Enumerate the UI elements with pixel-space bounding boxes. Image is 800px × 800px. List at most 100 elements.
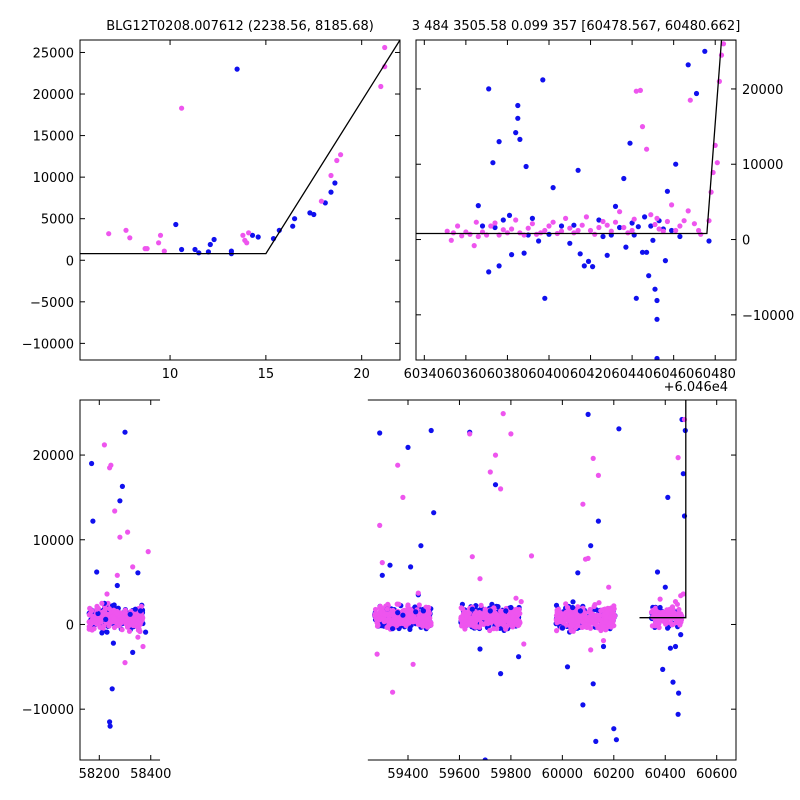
data-point-pink xyxy=(161,248,167,254)
data-point-blue xyxy=(662,258,669,264)
data-point-blue xyxy=(508,604,514,611)
data-point-pink xyxy=(558,228,565,234)
data-point-pink xyxy=(575,622,581,629)
data-point-pink xyxy=(617,209,623,215)
data-point-blue xyxy=(678,632,684,638)
axes-frame xyxy=(415,39,737,361)
data-point-pink xyxy=(144,246,150,252)
data-point-pink xyxy=(559,612,566,618)
data-point-pink xyxy=(374,611,380,617)
data-point-pink xyxy=(656,615,662,622)
data-point-pink xyxy=(101,442,107,448)
data-point-pink xyxy=(477,576,483,582)
data-point-pink xyxy=(395,462,401,468)
data-point-blue xyxy=(90,518,96,524)
data-point-pink xyxy=(403,618,409,624)
data-point-pink xyxy=(676,606,682,613)
data-point-blue xyxy=(509,252,515,258)
data-point-pink xyxy=(604,609,611,616)
data-point-blue xyxy=(590,264,596,270)
data-point-blue xyxy=(612,203,619,209)
data-point-pink xyxy=(140,643,146,650)
data-point-blue xyxy=(550,185,556,191)
data-point-pink xyxy=(589,617,595,623)
data-point-blue xyxy=(677,233,683,240)
x-tick-label: 59800 xyxy=(490,767,531,782)
data-point-pink xyxy=(580,619,586,626)
data-point-pink xyxy=(579,222,585,228)
data-point-blue xyxy=(542,295,548,301)
data-point-pink xyxy=(473,219,479,225)
data-point-pink xyxy=(481,621,487,628)
data-point-blue xyxy=(322,200,328,206)
data-point-pink xyxy=(556,619,563,625)
data-point-pink xyxy=(563,622,569,628)
data-point-blue xyxy=(650,237,656,243)
data-point-blue xyxy=(506,212,513,218)
data-point-pink xyxy=(99,600,105,606)
x-tick-label: 20 xyxy=(353,367,370,382)
data-point-pink xyxy=(570,617,576,623)
data-point-blue xyxy=(492,224,498,231)
data-point-pink xyxy=(388,620,394,626)
x-tick-label: 59400 xyxy=(387,767,428,782)
data-point-blue xyxy=(657,604,663,611)
data-point-pink xyxy=(593,622,599,628)
panel-bottom: 58200 58400 59400 59600 59800 60000 60200 60400… xyxy=(22,398,737,782)
data-point-blue xyxy=(408,564,414,570)
data-point-blue xyxy=(639,249,646,255)
data-point-blue xyxy=(487,608,493,614)
data-point-pink xyxy=(123,227,129,233)
x-tick-label: 60480 xyxy=(695,367,736,382)
data-point-blue xyxy=(540,77,546,83)
data-point-pink xyxy=(687,97,693,103)
data-point-blue xyxy=(635,224,641,230)
data-point-pink xyxy=(415,590,421,596)
y-tick-label: 0 xyxy=(66,254,74,269)
data-point-blue xyxy=(617,224,623,231)
data-point-pink xyxy=(474,617,480,623)
data-point-blue xyxy=(523,163,529,170)
data-point-pink xyxy=(662,618,668,624)
data-point-pink xyxy=(563,215,569,221)
x-tick-label: 60420 xyxy=(570,367,611,382)
data-point-blue xyxy=(593,738,599,745)
data-point-blue xyxy=(706,238,712,244)
data-point-pink xyxy=(471,243,477,249)
data-point-blue xyxy=(702,48,708,54)
data-point-pink xyxy=(394,601,400,607)
data-point-pink xyxy=(588,647,594,653)
data-point-pink xyxy=(546,223,552,229)
data-point-pink xyxy=(567,225,573,231)
data-point-blue xyxy=(567,240,573,246)
data-point-pink xyxy=(652,221,658,228)
x-tick-label: 60600 xyxy=(696,767,737,782)
data-point-blue xyxy=(492,482,499,488)
y-tick-label: 10000 xyxy=(33,534,74,549)
data-point-pink xyxy=(608,228,614,234)
data-point-pink xyxy=(378,83,384,90)
data-point-blue xyxy=(428,427,434,434)
data-point-pink xyxy=(119,615,125,621)
y-tick-label: 10000 xyxy=(33,171,74,186)
data-point-pink xyxy=(100,625,106,631)
data-point-blue xyxy=(479,223,486,229)
data-point-pink xyxy=(502,615,509,621)
data-point-pink xyxy=(648,212,654,218)
data-point-pink xyxy=(698,231,704,237)
data-point-blue xyxy=(575,167,581,173)
data-point-pink xyxy=(554,628,560,634)
x-tick-label: 60360 xyxy=(445,367,486,382)
data-point-blue xyxy=(482,757,488,760)
y-tick-label: −10000 xyxy=(22,703,74,718)
data-point-blue xyxy=(110,640,116,646)
data-point-pink xyxy=(596,224,602,231)
x-tick-label: 60400 xyxy=(645,767,686,782)
data-point-pink xyxy=(509,226,515,232)
data-point-pink xyxy=(575,604,581,610)
data-point-pink xyxy=(394,622,400,629)
data-point-pink xyxy=(611,603,617,609)
data-point-blue xyxy=(654,569,661,575)
data-point-pink xyxy=(428,622,434,628)
